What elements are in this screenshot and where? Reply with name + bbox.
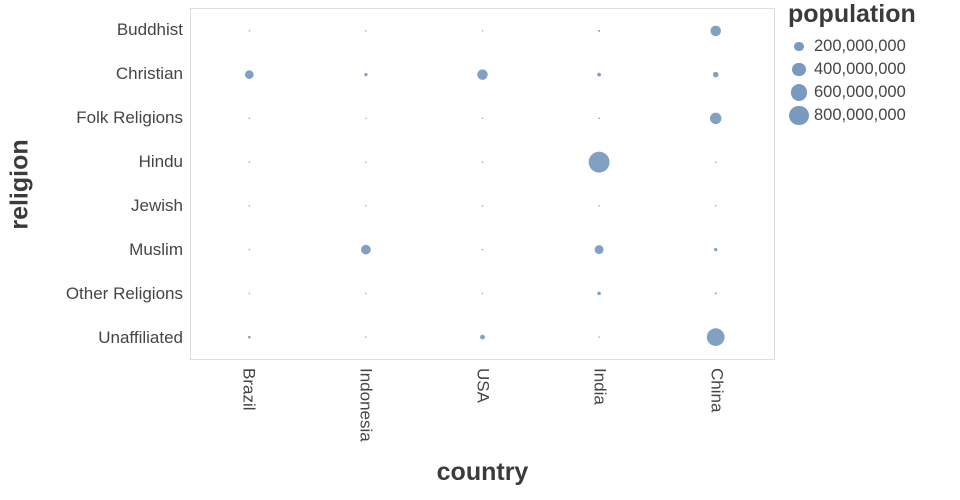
legend-size-dot [788,84,810,101]
data-point [598,117,600,120]
data-point [481,30,484,32]
data-point [365,205,367,207]
data-point [361,244,371,255]
y-tick-label: Unaffiliated [98,328,183,347]
data-point [481,205,484,207]
data-point [598,205,600,207]
data-point [365,30,367,32]
data-point [365,336,367,338]
data-point [706,328,725,346]
data-point [481,292,484,295]
x-tick-label: USA [473,368,493,403]
plot-area [190,8,775,360]
x-tick-label: India [590,368,610,405]
data-point [244,70,254,79]
data-point [481,161,484,163]
legend-item: 200,000,000 [788,35,958,58]
data-point [598,29,601,32]
data-point [714,292,717,295]
legend-item: 600,000,000 [788,81,958,104]
legend: population 200,000,000 400,000,000 600,000… [788,0,958,127]
data-point [248,248,250,251]
y-tick-label: Other Religions [65,284,183,303]
legend-item: 400,000,000 [788,58,958,81]
data-point [594,245,604,255]
legend-items: 200,000,000 400,000,000 600,000,000 800,000… [788,35,958,127]
data-point [712,71,719,78]
data-point [709,112,722,125]
x-tick-label: China [707,368,727,413]
y-tick-label: Buddhist [116,20,183,39]
data-point [481,117,484,120]
data-point [364,72,368,77]
legend-label: 800,000,000 [814,106,906,124]
legend-size-dot [788,41,810,52]
data-point [597,291,601,296]
data-point [710,25,721,37]
legend-size-dot [788,105,810,126]
legend-size-dot [788,62,810,77]
data-point [477,69,488,80]
data-point [598,336,600,338]
y-tick-label: Christian [115,64,183,83]
x-axis-title: country [436,458,529,486]
legend-item: 800,000,000 [788,104,958,127]
x-tick-label: Indonesia [356,368,376,442]
x-tick-label: Brazil [239,368,259,411]
y-tick-label: Folk Religions [76,108,183,127]
y-tick-label: Jewish [131,196,183,215]
data-point [248,117,251,120]
legend-label: 400,000,000 [814,60,906,78]
data-point [365,117,367,120]
data-point [715,161,717,163]
data-point [715,205,717,207]
data-point [480,334,485,340]
y-tick-label: Hindu [138,152,183,171]
data-point [247,335,251,339]
legend-label: 200,000,000 [814,37,906,55]
data-point [248,30,250,32]
data-point [248,161,250,163]
data-point [365,161,367,163]
data-point [248,205,250,207]
legend-label: 600,000,000 [814,83,906,101]
data-point [248,292,250,295]
data-point [597,72,601,77]
y-tick-label: Muslim [129,240,183,259]
data-point [714,247,718,252]
data-point [481,248,484,251]
data-point [365,292,367,295]
y-axis-labels: Buddhist Christian Folk Religions Hindu Jewi… [0,0,183,368]
data-point [588,151,610,173]
legend-title: population [788,0,916,28]
